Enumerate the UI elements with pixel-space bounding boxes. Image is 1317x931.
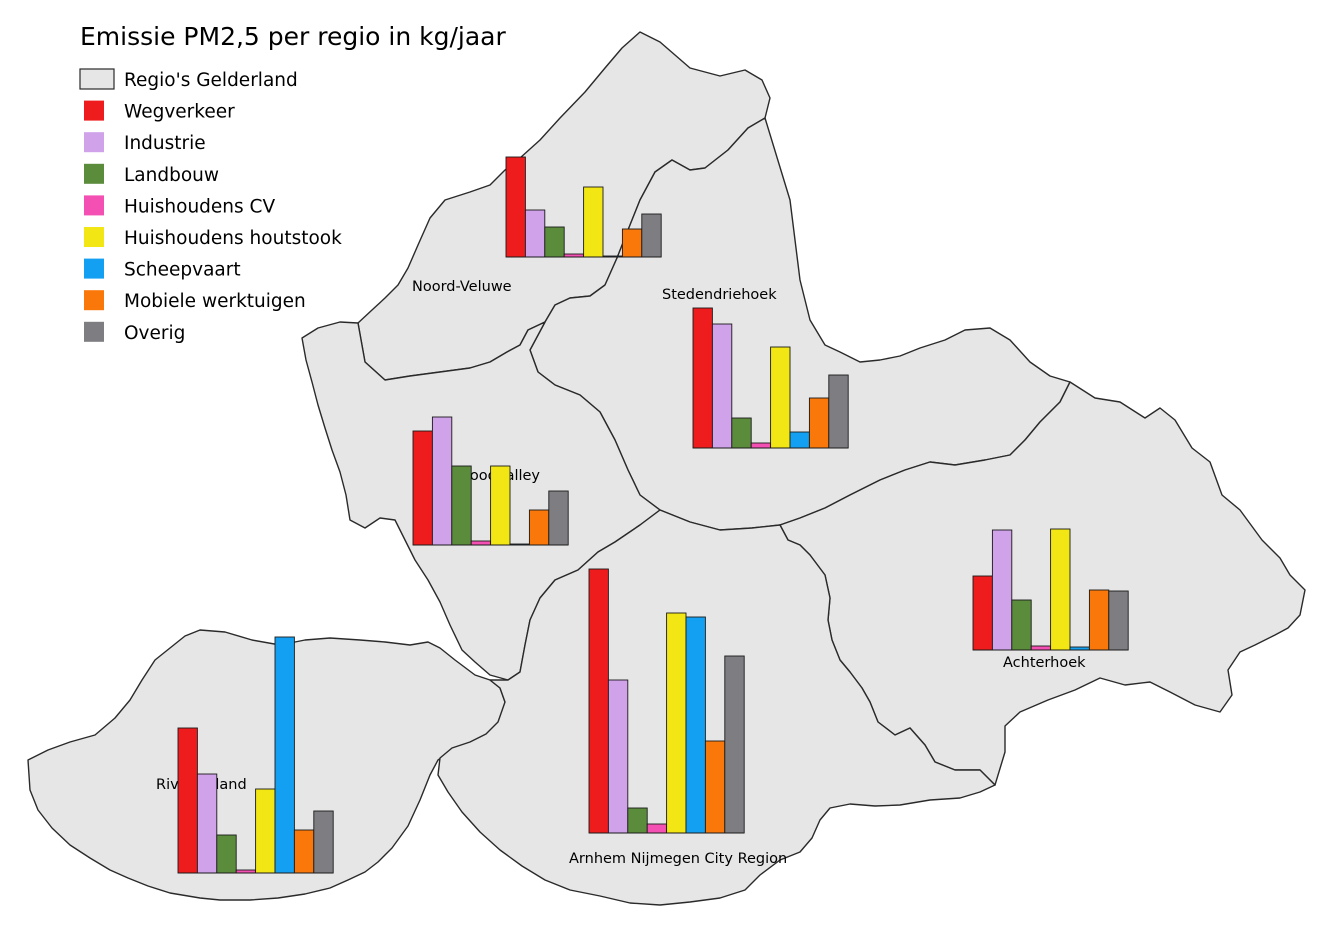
bar-noord-veluwe-mobiele-werktuigen [621, 228, 643, 258]
bar-foodvalley-landbouw [451, 465, 472, 546]
bar-stedendriehoek-scheepvaart [789, 431, 810, 449]
bar-chart-foodvalley [412, 416, 569, 546]
bar-chart-rivierenland [177, 636, 334, 874]
bar-stedendriehoek-wegverkeer [692, 307, 713, 449]
legend-swatch-overig [84, 321, 104, 342]
bar-noord-veluwe-industrie [524, 209, 546, 258]
bar-chart-arnhem-nijmegen [588, 568, 745, 834]
bar-foodvalley-mobiele-werktuigen [528, 509, 550, 546]
bar-arnhem-nijmegen-huishoudens-houtstook [666, 612, 687, 834]
bar-rivierenland-mobiele-werktuigen [293, 829, 315, 874]
legend-swatch-huishoudens-houtstook [84, 227, 104, 247]
legend-swatch-regio-s-gelderland [79, 68, 115, 90]
region-polygons [27, 31, 1306, 906]
legend-swatch-landbouw [84, 163, 104, 184]
legend-swatch-huishoudens-cv [84, 195, 104, 216]
bar-arnhem-nijmegen-huishoudens-cv [646, 823, 668, 834]
legend-label-overig: Overig [124, 323, 185, 344]
legend-swatch-industrie [84, 132, 104, 153]
bar-noord-veluwe-overig [641, 213, 662, 258]
bar-achterhoek-wegverkeer [972, 575, 993, 651]
bar-foodvalley-overig [548, 490, 569, 546]
bar-arnhem-nijmegen-landbouw [627, 807, 648, 834]
bar-foodvalley-industrie [431, 416, 453, 546]
bar-arnhem-nijmegen-scheepvaart [685, 616, 706, 834]
bar-achterhoek-huishoudens-houtstook [1050, 528, 1071, 651]
bar-stedendriehoek-huishoudens-houtstook [770, 346, 791, 449]
legend-swatch-scheepvaart [84, 258, 104, 279]
bar-stedendriehoek-overig [828, 374, 849, 449]
bar-foodvalley-huishoudens-houtstook [490, 465, 511, 546]
bar-chart-achterhoek [972, 528, 1129, 651]
region-label-noord-veluwe: Noord-Veluwe [412, 279, 512, 295]
region-label-stedendriehoek: Stedendriehoek [662, 287, 777, 303]
region-label-arnhem-nijmegen: Arnhem Nijmegen City Region [569, 851, 787, 867]
bar-foodvalley-huishoudens-cv [470, 540, 492, 546]
bar-arnhem-nijmegen-mobiele-werktuigen [704, 740, 726, 834]
bar-noord-veluwe-wegverkeer [505, 156, 526, 258]
bar-stedendriehoek-landbouw [731, 417, 752, 449]
bar-rivierenland-overig [313, 810, 334, 874]
region-label-achterhoek: Achterhoek [1003, 655, 1086, 671]
bar-rivierenland-scheepvaart [274, 636, 295, 874]
region-arnhem-nijmegen[interactable] [437, 509, 996, 906]
bar-achterhoek-overig [1108, 590, 1129, 651]
bar-stedendriehoek-huishoudens-cv [750, 442, 772, 449]
bar-foodvalley-wegverkeer [412, 430, 433, 546]
bar-arnhem-nijmegen-wegverkeer [588, 568, 609, 834]
bar-rivierenland-huishoudens-houtstook [255, 788, 276, 874]
bar-noord-veluwe-landbouw [544, 226, 565, 258]
bar-achterhoek-mobiele-werktuigen [1088, 589, 1110, 651]
legend-swatch-mobiele-werktuigen [84, 290, 104, 311]
legend-label-regio-s-gelderland: Regio's Gelderland [124, 70, 298, 91]
bar-rivierenland-industrie [196, 773, 218, 874]
bar-arnhem-nijmegen-overig [724, 655, 745, 834]
bar-rivierenland-wegverkeer [177, 727, 198, 874]
legend-label-scheepvaart: Scheepvaart [124, 260, 241, 281]
bar-achterhoek-industrie [991, 529, 1013, 651]
bar-stedendriehoek-industrie [711, 323, 733, 449]
bar-achterhoek-huishoudens-cv [1030, 645, 1052, 651]
bar-chart-noord-veluwe [505, 156, 662, 258]
bar-rivierenland-landbouw [216, 834, 237, 874]
bar-noord-veluwe-huishoudens-houtstook [583, 186, 604, 258]
map-title: Emissie PM2,5 per regio in kg/jaar [80, 22, 507, 51]
legend: Regio's Gelderland Wegverkeer Industrie Lan… [79, 68, 342, 344]
legend-label-huishoudens-houtstook: Huishoudens houtstook [124, 228, 342, 249]
bar-stedendriehoek-mobiele-werktuigen [808, 397, 830, 449]
legend-label-wegverkeer: Wegverkeer [124, 102, 235, 123]
bar-achterhoek-landbouw [1011, 599, 1032, 651]
legend-label-industrie: Industrie [124, 133, 206, 154]
legend-label-mobiele-werktuigen: Mobiele werktuigen [124, 291, 306, 312]
legend-swatch-wegverkeer [84, 100, 104, 121]
legend-label-huishoudens-cv: Huishoudens CV [124, 196, 275, 217]
legend-label-landbouw: Landbouw [124, 165, 219, 186]
bar-arnhem-nijmegen-industrie [607, 679, 629, 834]
bar-chart-stedendriehoek [692, 307, 849, 449]
bar-charts [177, 156, 1129, 874]
